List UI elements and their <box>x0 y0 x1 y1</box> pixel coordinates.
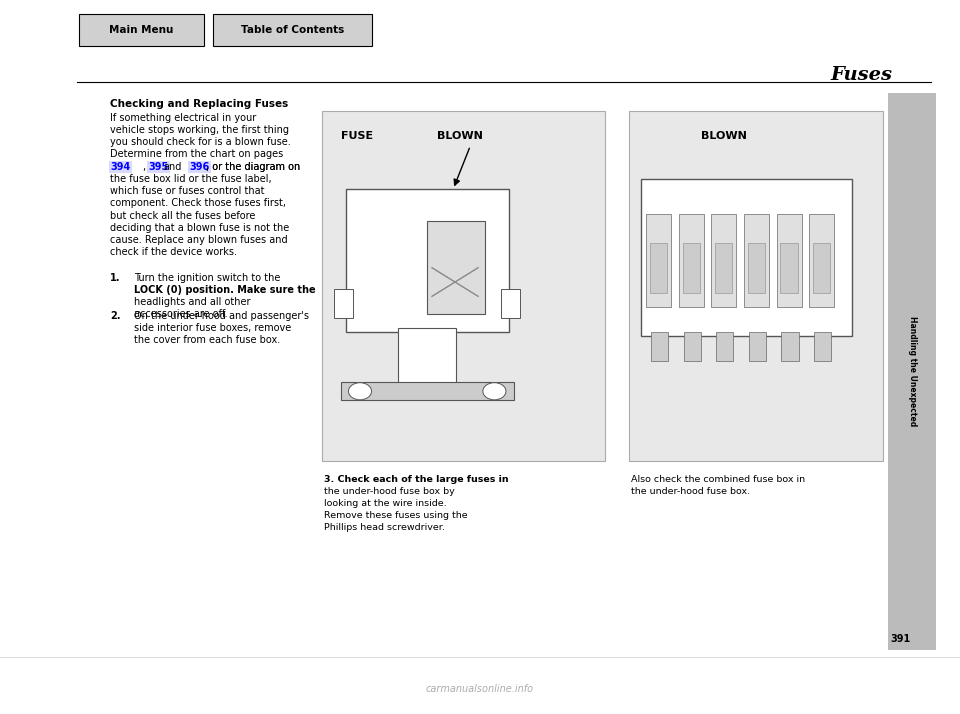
FancyBboxPatch shape <box>684 332 701 361</box>
Text: , or the diagram on: , or the diagram on <box>206 162 300 172</box>
FancyBboxPatch shape <box>641 178 852 336</box>
Text: BLOWN: BLOWN <box>437 131 483 141</box>
Text: Checking and Replacing Fuses: Checking and Replacing Fuses <box>110 99 289 109</box>
Text: 3. Check each of the large fuses in: 3. Check each of the large fuses in <box>324 475 508 484</box>
FancyBboxPatch shape <box>341 382 514 400</box>
Text: Turn the ignition switch to the: Turn the ignition switch to the <box>134 273 280 283</box>
Text: accessories are off.: accessories are off. <box>134 309 228 319</box>
Text: Also check the combined fuse box in: Also check the combined fuse box in <box>631 475 804 484</box>
Text: 394: 394 <box>110 162 131 172</box>
FancyBboxPatch shape <box>427 221 485 314</box>
Text: you should check for is a blown fuse.: you should check for is a blown fuse. <box>110 137 291 147</box>
FancyBboxPatch shape <box>398 328 456 389</box>
Text: 1.: 1. <box>110 273 121 283</box>
FancyBboxPatch shape <box>650 243 667 293</box>
Text: Determine from the chart on pages: Determine from the chart on pages <box>110 149 283 159</box>
FancyBboxPatch shape <box>322 111 605 461</box>
Text: vehicle stops working, the first thing: vehicle stops working, the first thing <box>110 125 289 135</box>
FancyBboxPatch shape <box>646 214 671 307</box>
FancyBboxPatch shape <box>780 243 798 293</box>
Text: side interior fuse boxes, remove: side interior fuse boxes, remove <box>134 323 292 333</box>
FancyBboxPatch shape <box>748 243 765 293</box>
FancyBboxPatch shape <box>651 332 668 361</box>
FancyBboxPatch shape <box>814 332 831 361</box>
FancyBboxPatch shape <box>749 332 766 361</box>
FancyBboxPatch shape <box>683 243 700 293</box>
Text: cause. Replace any blown fuses and: cause. Replace any blown fuses and <box>110 235 288 245</box>
FancyBboxPatch shape <box>781 332 799 361</box>
Text: deciding that a blown fuse is not the: deciding that a blown fuse is not the <box>110 223 290 233</box>
FancyBboxPatch shape <box>79 14 204 46</box>
FancyBboxPatch shape <box>777 214 802 307</box>
Text: Table of Contents: Table of Contents <box>241 25 344 36</box>
Text: 395: 395 <box>149 162 169 172</box>
Text: and: and <box>163 162 181 172</box>
FancyBboxPatch shape <box>715 243 732 293</box>
Text: FUSE: FUSE <box>341 131 372 141</box>
Text: component. Check those fuses first,: component. Check those fuses first, <box>110 198 286 208</box>
Text: but check all the fuses before: but check all the fuses before <box>110 211 255 221</box>
Text: carmanualsonline.info: carmanualsonline.info <box>426 684 534 694</box>
Text: On the under-hood and passenger's: On the under-hood and passenger's <box>134 311 309 321</box>
Circle shape <box>348 383 372 400</box>
Text: Main Menu: Main Menu <box>108 25 174 36</box>
Text: BLOWN: BLOWN <box>701 131 747 141</box>
Text: 391: 391 <box>890 634 911 644</box>
Text: LOCK (0) position. Make sure the: LOCK (0) position. Make sure the <box>134 285 316 295</box>
Text: Handling the Unexpected: Handling the Unexpected <box>907 316 917 426</box>
FancyBboxPatch shape <box>334 289 353 318</box>
FancyBboxPatch shape <box>711 214 736 307</box>
Circle shape <box>483 383 506 400</box>
Text: , or the diagram on: , or the diagram on <box>206 162 300 172</box>
FancyBboxPatch shape <box>716 332 733 361</box>
Text: the fuse box lid or the fuse label,: the fuse box lid or the fuse label, <box>110 174 272 184</box>
Text: ,: , <box>142 162 145 172</box>
FancyBboxPatch shape <box>346 189 509 332</box>
Text: Fuses: Fuses <box>830 66 893 84</box>
Text: 396: 396 <box>189 162 209 172</box>
Text: 2.: 2. <box>110 311 121 321</box>
Text: the under-hood fuse box.: the under-hood fuse box. <box>631 487 750 496</box>
FancyBboxPatch shape <box>813 243 830 293</box>
FancyBboxPatch shape <box>744 214 769 307</box>
FancyBboxPatch shape <box>888 93 936 650</box>
Text: the under-hood fuse box by: the under-hood fuse box by <box>324 487 454 496</box>
FancyBboxPatch shape <box>809 214 834 307</box>
Text: Phillips head screwdriver.: Phillips head screwdriver. <box>324 523 444 533</box>
Text: looking at the wire inside.: looking at the wire inside. <box>324 499 446 508</box>
Text: the cover from each fuse box.: the cover from each fuse box. <box>134 335 280 345</box>
Text: which fuse or fuses control that: which fuse or fuses control that <box>110 186 265 196</box>
FancyBboxPatch shape <box>501 289 520 318</box>
FancyBboxPatch shape <box>679 214 704 307</box>
FancyBboxPatch shape <box>629 111 883 461</box>
Text: If something electrical in your: If something electrical in your <box>110 113 256 123</box>
Text: headlights and all other: headlights and all other <box>134 297 251 307</box>
Text: Remove these fuses using the: Remove these fuses using the <box>324 511 468 521</box>
FancyBboxPatch shape <box>213 14 372 46</box>
Text: check if the device works.: check if the device works. <box>110 247 237 257</box>
